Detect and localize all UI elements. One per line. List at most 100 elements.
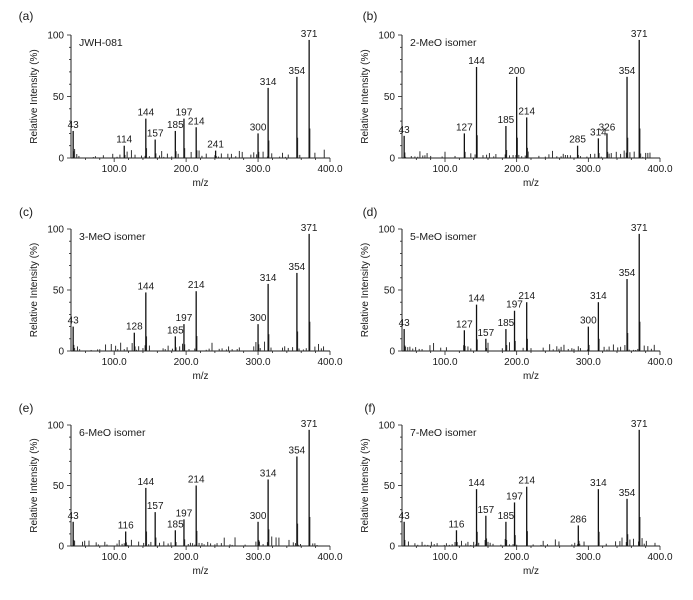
- peak-label: 144: [468, 294, 485, 305]
- y-tick-label: 50: [53, 286, 65, 297]
- y-tick-label: 0: [389, 542, 395, 553]
- peak-label: 371: [631, 223, 648, 234]
- peak-label: 43: [68, 316, 80, 327]
- x-tick-label: 400.0: [317, 357, 342, 368]
- spectrum-panel-f: (f) 7-MeO isomer 100.0 200.0 300.0 400.0 0 50 10…: [360, 401, 673, 577]
- peak-label: 214: [188, 475, 205, 486]
- spectrum-panel-e: (e) 6-MeO isomer 100.0 200.0 300.0 400.0 0 50 10…: [19, 401, 343, 577]
- spectrum-panel-a: (a) JWH-081 100.0 200.0 300.0 400.0 0 50 100 m/z R…: [19, 9, 343, 189]
- x-tick-label: 400.0: [647, 552, 672, 563]
- spectrum-panel-d: (d) 5-MeO isomer 100.0 200.0 300.0 400.0 0 50 10…: [360, 205, 673, 382]
- peak-label: 326: [599, 122, 616, 133]
- peak-label: 144: [137, 281, 154, 292]
- x-tick-label: 300.0: [246, 357, 271, 368]
- x-tick-label: 200.0: [504, 164, 529, 175]
- peak-label: 285: [569, 135, 586, 146]
- peak-label: 214: [518, 476, 535, 487]
- x-tick-label: 200.0: [504, 357, 529, 368]
- x-axis-label: m/z: [192, 566, 208, 577]
- y-axis-label: Relative Intensity (%): [360, 49, 371, 143]
- x-tick-label: 300.0: [576, 357, 601, 368]
- x-tick-label: 100.0: [102, 552, 127, 563]
- y-axis-label: Relative Intensity (%): [360, 243, 371, 337]
- peak-label: 197: [176, 108, 193, 119]
- y-tick-label: 0: [58, 154, 64, 165]
- x-tick-label: 300.0: [576, 164, 601, 175]
- peak-label: 185: [167, 120, 184, 131]
- peak-label: 314: [260, 273, 277, 284]
- peak-label: 43: [68, 511, 80, 522]
- peak-label: 371: [301, 419, 318, 430]
- peak-label: 157: [478, 328, 495, 339]
- y-tick-label: 100: [378, 31, 395, 42]
- panel-title: 5-MeO isomer: [410, 231, 477, 243]
- panel-title: JWH-081: [79, 37, 123, 49]
- peak-label: 214: [518, 106, 535, 117]
- peak-label: 314: [260, 77, 277, 88]
- peak-label: 197: [176, 508, 193, 519]
- peak-label: 144: [468, 56, 485, 67]
- x-tick-label: 400.0: [647, 357, 672, 368]
- x-axis-label: m/z: [192, 371, 208, 382]
- y-axis-label: Relative Intensity (%): [29, 243, 40, 337]
- peak-label: 354: [289, 262, 306, 273]
- x-tick-label: 200.0: [504, 552, 529, 563]
- peak-label: 371: [631, 419, 648, 430]
- peak-label: 116: [448, 519, 464, 530]
- peak-label: 43: [399, 511, 411, 522]
- x-tick-label: 300.0: [246, 552, 271, 563]
- peak-label: 354: [619, 488, 636, 499]
- peak-label: 43: [68, 120, 80, 131]
- y-axis-label: Relative Intensity (%): [360, 438, 371, 532]
- peak-label: 197: [506, 300, 523, 311]
- peak-label: 371: [301, 223, 318, 234]
- y-tick-label: 0: [389, 154, 395, 165]
- peak-label: 197: [176, 313, 193, 324]
- x-tick-label: 300.0: [246, 164, 271, 175]
- x-tick-label: 100.0: [432, 552, 457, 563]
- y-axis-label: Relative Intensity (%): [29, 438, 40, 532]
- peak-label: 185: [498, 318, 515, 329]
- peak-label: 43: [399, 125, 411, 136]
- peak-label: 314: [260, 468, 277, 479]
- peak-label: 300: [250, 122, 267, 133]
- peak-label: 144: [468, 478, 485, 489]
- x-axis-label: m/z: [523, 371, 539, 382]
- peak-label: 185: [167, 325, 184, 336]
- peak-label: 354: [289, 66, 306, 77]
- peak-label: 157: [147, 501, 164, 512]
- y-tick-label: 50: [53, 92, 65, 103]
- y-tick-label: 50: [384, 286, 396, 297]
- peak-label: 354: [619, 268, 636, 279]
- x-axis-label: m/z: [192, 178, 208, 189]
- x-tick-label: 100.0: [102, 357, 127, 368]
- panel-letter: (e): [19, 401, 34, 415]
- peak-label: 314: [590, 291, 607, 302]
- y-axis-label: Relative Intensity (%): [29, 49, 40, 143]
- y-tick-label: 0: [389, 347, 395, 358]
- peak-label: 144: [137, 477, 154, 488]
- panel-letter: (a): [19, 9, 34, 23]
- panel-title: 6-MeO isomer: [79, 427, 146, 439]
- panel-letter: (c): [19, 205, 33, 219]
- peak-label: 214: [188, 280, 205, 291]
- y-tick-label: 50: [53, 481, 65, 492]
- y-tick-label: 100: [47, 31, 64, 42]
- peak-label: 214: [188, 116, 205, 127]
- peak-label: 241: [207, 140, 224, 151]
- y-tick-label: 0: [58, 542, 64, 553]
- x-tick-label: 400.0: [647, 164, 672, 175]
- peak-label: 300: [580, 316, 597, 327]
- x-tick-label: 200.0: [174, 357, 199, 368]
- x-tick-label: 300.0: [576, 552, 601, 563]
- peak-label: 314: [590, 478, 607, 489]
- peak-label: 43: [399, 318, 411, 329]
- y-tick-label: 0: [58, 347, 64, 358]
- peak-label: 127: [456, 319, 473, 330]
- x-tick-label: 200.0: [174, 552, 199, 563]
- panel-title: 3-MeO isomer: [79, 231, 146, 243]
- peak-label: 185: [498, 511, 515, 522]
- peak-label: 314: [590, 127, 607, 138]
- panel-title: 7-MeO isomer: [410, 427, 477, 439]
- panel-title: 2-MeO isomer: [410, 37, 477, 49]
